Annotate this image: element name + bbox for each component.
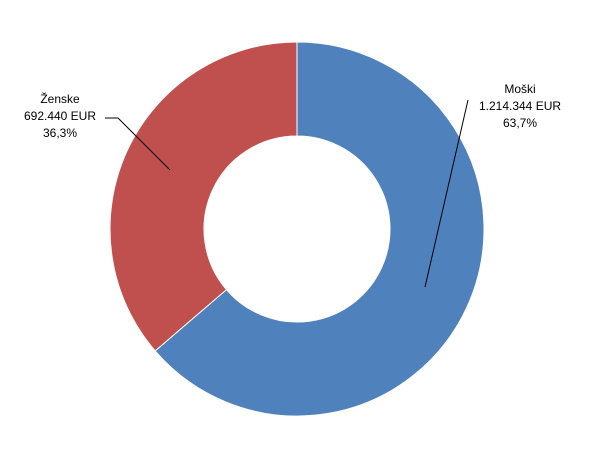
label-value: 692.440 EUR <box>24 109 96 123</box>
label-value: 1.214.344 EUR <box>479 99 561 113</box>
label-percent: 36,3% <box>43 126 77 140</box>
donut-segment <box>109 41 298 352</box>
label-percent: 63,7% <box>503 116 537 130</box>
label-category: Ženske <box>40 91 80 106</box>
leader-line <box>105 117 171 171</box>
label-category: Moški <box>504 82 535 96</box>
donut-segment <box>154 41 485 417</box>
leader-line <box>424 99 469 288</box>
